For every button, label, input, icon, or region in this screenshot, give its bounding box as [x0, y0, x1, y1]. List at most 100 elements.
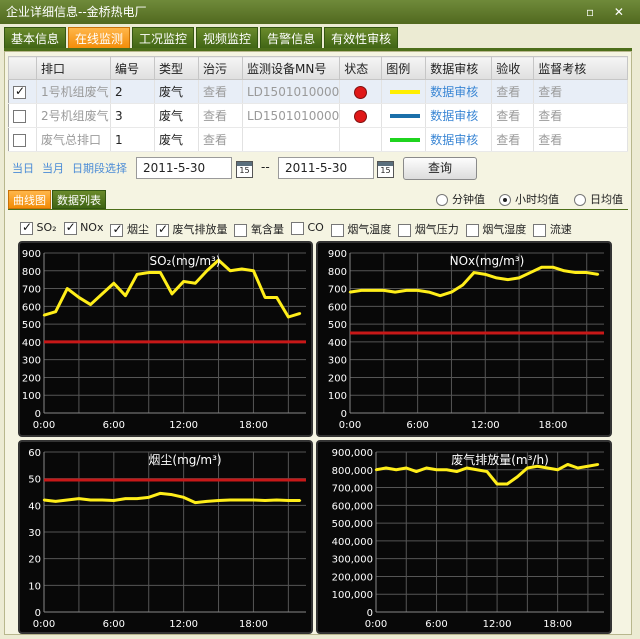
col-header-audit[interactable]: 数据审核 [425, 56, 493, 80]
radio-daily[interactable]: 日均值 [574, 191, 623, 207]
pollutant-label: SO₂ [36, 221, 57, 234]
row-select-cell[interactable] [8, 127, 37, 152]
data-point [574, 271, 577, 274]
col-header-supervise[interactable]: 监督考核 [533, 56, 628, 80]
cell-accept-link[interactable]: 查看 [491, 127, 535, 152]
cell-type: 废气 [154, 103, 199, 128]
y-tick-label: 800,000 [332, 466, 373, 477]
calendar-icon[interactable]: 15 [236, 161, 253, 178]
data-point [194, 501, 197, 504]
y-tick-label: 40 [28, 501, 41, 512]
start-date-input[interactable]: 2011-5-30 [136, 157, 232, 179]
col-header-mn[interactable]: 监测设备MN号 [241, 56, 341, 80]
legend-swatch [390, 138, 421, 142]
radio-hourly[interactable]: 小时均值 [499, 191, 559, 207]
pollutant-toggle[interactable]: 烟气压力 [398, 221, 459, 237]
window-controls[interactable]: ▫ ✕ [585, 5, 632, 19]
row-select-cell[interactable] [8, 79, 37, 104]
row-checkbox[interactable] [13, 84, 26, 99]
end-date-input[interactable]: 2011-5-30 [278, 157, 374, 179]
today-link[interactable]: 当日 [12, 162, 34, 175]
checkbox[interactable] [110, 222, 124, 237]
cell-treat-link[interactable]: 查看 [198, 127, 243, 152]
table-row[interactable]: 2号机组废气 3 废气 查看 LD1501010000 数据审核 查看 查看 [8, 103, 628, 128]
checkbox[interactable] [533, 223, 547, 237]
y-tick-label: 0 [341, 409, 347, 420]
cell-supervise-link[interactable]: 查看 [533, 79, 628, 104]
cell-audit-link[interactable]: 数据审核 [425, 103, 493, 128]
pollutant-toggle[interactable]: SO₂ [20, 220, 57, 237]
checkbox[interactable] [330, 223, 344, 237]
data-point [526, 466, 529, 470]
tab-validity-audit[interactable]: 有效性审核 [324, 27, 399, 49]
tab-condition-monitor[interactable]: 工况监控 [132, 27, 195, 49]
pollutant-toggle[interactable]: 烟气温度 [330, 221, 392, 237]
y-tick-label: 30 [28, 528, 41, 539]
date-range-link[interactable]: 日期段选择 [72, 162, 127, 175]
cell-outlet: 废气总排口 [36, 127, 111, 152]
row-checkbox[interactable] [13, 109, 26, 123]
data-point [517, 276, 521, 280]
col-header-type[interactable]: 类型 [154, 56, 199, 80]
checkbox[interactable] [465, 223, 479, 237]
tab-video-monitor[interactable]: 视频监控 [196, 27, 259, 49]
subtab-underline [8, 209, 628, 210]
data-point [217, 258, 220, 262]
data-point [124, 294, 127, 297]
y-tick-label: 200 [328, 373, 347, 384]
checkbox[interactable] [398, 223, 412, 237]
cell-audit-link[interactable]: 数据审核 [425, 127, 493, 152]
cell-accept-link[interactable]: 查看 [491, 79, 535, 104]
cell-mn: LD1501010000 [242, 79, 341, 104]
pollutant-toggle[interactable]: 废气排放量 [155, 221, 227, 237]
pollutant-toggle[interactable]: 流速 [533, 221, 572, 237]
cell-treat-link[interactable]: 查看 [198, 79, 243, 104]
tab-curve-chart[interactable]: 曲线图 [8, 190, 51, 209]
data-point [182, 496, 185, 499]
cell-outlet: 1号机组废气 [36, 79, 111, 104]
data-point [485, 470, 489, 473]
cell-accept-link[interactable]: 查看 [491, 103, 535, 128]
y-tick-label: 400 [328, 338, 347, 349]
col-header-treat[interactable]: 治污 [198, 56, 243, 80]
tab-online-monitor[interactable]: 在线监测 [68, 27, 131, 49]
tab-data-list[interactable]: 数据列表 [52, 190, 106, 209]
radio-minute[interactable]: 分钟值 [436, 191, 485, 207]
cell-treat-link[interactable]: 查看 [198, 103, 243, 128]
checkbox[interactable] [234, 223, 248, 237]
tab-alarm-info[interactable]: 告警信息 [260, 27, 323, 49]
cell-supervise-link[interactable]: 查看 [533, 127, 628, 152]
calendar-icon[interactable]: 15 [377, 161, 394, 178]
pollutant-label: 流速 [549, 223, 572, 236]
cell-audit-link[interactable]: 数据审核 [425, 79, 493, 104]
pollutant-toggle[interactable]: 烟气湿度 [465, 221, 526, 237]
pollutant-label: 烟气温度 [347, 223, 392, 236]
col-header-accept[interactable]: 验收 [491, 56, 535, 80]
query-button[interactable]: 查询 [403, 157, 477, 180]
data-point [170, 292, 174, 296]
col-header-legend[interactable]: 图例 [381, 56, 427, 80]
checkbox[interactable] [63, 220, 77, 235]
pollutant-toggle[interactable]: 氧含量 [234, 221, 284, 237]
table-row[interactable]: 废气总排口 1 废气 查看 数据审核 查看 查看 [8, 127, 628, 152]
month-link[interactable]: 当月 [42, 162, 64, 175]
cell-no: 3 [110, 103, 155, 128]
col-header-status[interactable]: 状态 [339, 56, 383, 80]
row-select-cell[interactable] [8, 103, 37, 128]
window-titlebar: 企业详细信息--金桥热电厂 ▫ ✕ [0, 0, 640, 24]
pollutant-toggle[interactable]: 烟尘 [110, 221, 149, 237]
cell-supervise-link[interactable]: 查看 [533, 103, 628, 128]
data-point [416, 289, 419, 292]
pollutant-toggle[interactable]: CO [290, 221, 324, 237]
checkbox[interactable] [155, 222, 169, 237]
checkbox[interactable] [290, 221, 304, 235]
col-header-outlet[interactable]: 排口 [36, 56, 111, 80]
pollutant-toggle[interactable]: NOx [63, 220, 103, 237]
outlet-table: 排口 编号 类型 治污 监测设备MN号 状态 图例 数据审核 验收 监督考核 1… [8, 56, 628, 152]
data-point [287, 315, 290, 319]
col-header-no[interactable]: 编号 [110, 56, 155, 80]
row-checkbox[interactable] [13, 133, 26, 147]
tab-basic-info[interactable]: 基本信息 [4, 27, 67, 49]
checkbox[interactable] [20, 220, 33, 235]
